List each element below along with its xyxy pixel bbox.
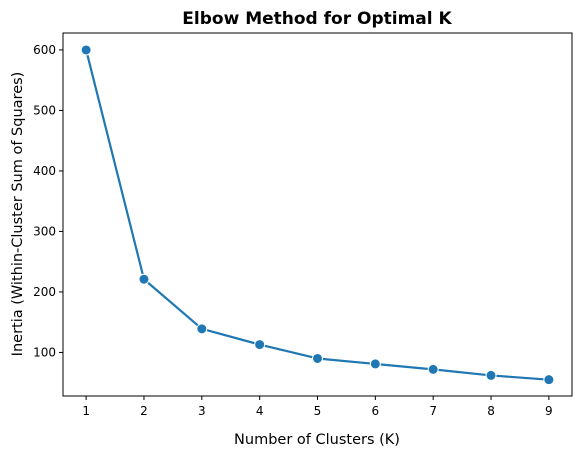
y-tick-label: 100	[33, 345, 56, 359]
x-tick-label: 2	[140, 404, 148, 418]
y-tick-label: 500	[33, 103, 56, 117]
x-tick-label: 4	[256, 404, 264, 418]
x-tick-label: 6	[372, 404, 380, 418]
y-axis-label: Inertia (Within-Cluster Sum of Squares)	[10, 72, 26, 357]
series-line	[85, 48, 550, 381]
y-tick-label: 300	[33, 224, 56, 238]
data-point	[138, 273, 150, 285]
x-tick-label: 9	[545, 404, 553, 418]
data-point	[427, 363, 439, 375]
x-axis-label: Number of Clusters (K)	[234, 432, 400, 448]
y-axis: 100 200 300 400 500 600	[33, 43, 63, 359]
x-tick-label: 5	[314, 404, 322, 418]
series-layer	[80, 44, 555, 386]
plot-area: 1 2 3 4 5 6 7 8 9 100 200 300 400 500 600	[33, 32, 573, 418]
y-tick-label: 400	[33, 164, 56, 178]
data-point	[369, 358, 381, 370]
x-tick-label: 3	[198, 404, 206, 418]
y-tick-label: 200	[33, 285, 56, 299]
data-point	[543, 374, 555, 386]
x-tick-label: 7	[429, 404, 437, 418]
data-point	[196, 323, 208, 335]
data-point	[485, 369, 497, 381]
data-point	[312, 352, 323, 364]
y-tick-label: 600	[33, 43, 56, 57]
data-point	[80, 44, 92, 56]
x-tick-label: 1	[82, 404, 90, 418]
plot-frame	[62, 32, 573, 397]
data-point	[254, 339, 266, 351]
x-tick-label: 8	[487, 404, 495, 418]
x-axis: 1 2 3 4 5 6 7 8 9	[82, 396, 553, 418]
chart-title: Elbow Method for Optimal K	[182, 9, 452, 29]
